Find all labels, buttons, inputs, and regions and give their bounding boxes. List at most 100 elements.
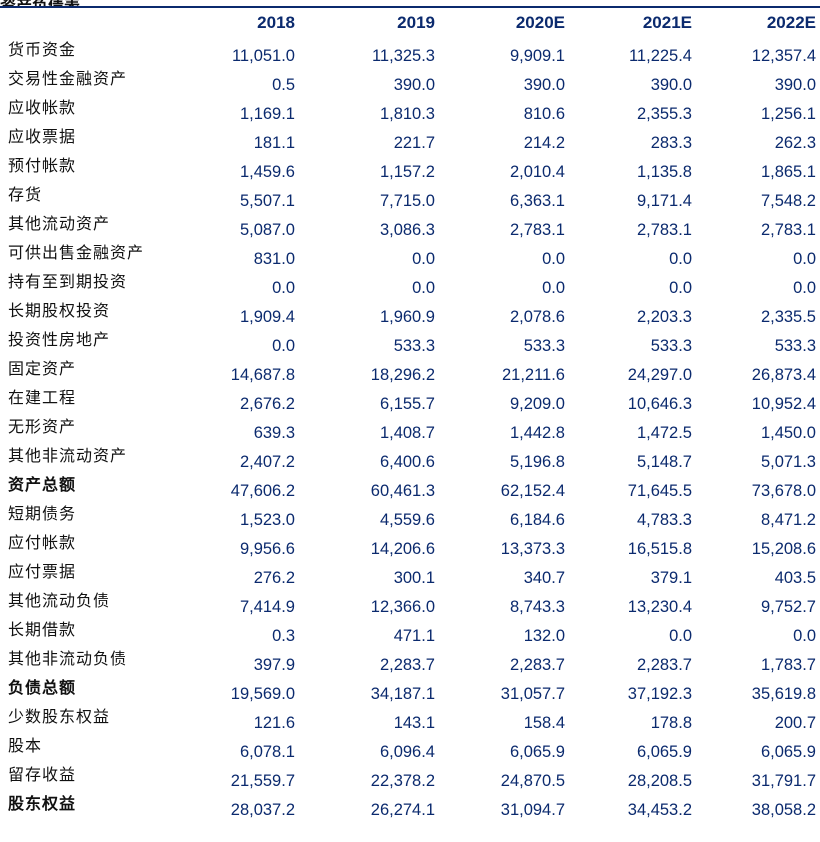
cell-value: 9,909.1 (509, 47, 565, 65)
cell-value: 6,065.9 (509, 743, 565, 761)
cell-value: 1,408.7 (379, 424, 435, 442)
cell-value: 340.7 (523, 569, 565, 587)
column-header-2019: 2019 (397, 13, 435, 32)
table-row: 交易性金融资产 0.5 390.0 390.0 390.0 390.0 (0, 69, 820, 98)
column-header-2020e: 2020E (515, 13, 565, 32)
row-label: 短期债务 (8, 504, 77, 523)
cell-value: 810.6 (523, 105, 565, 123)
cell-value: 2,203.3 (636, 308, 692, 326)
cell-value: 62,152.4 (500, 482, 565, 500)
table-row: 应收帐款 1,169.1 1,810.3 810.6 2,355.3 1,256.1 (0, 98, 820, 127)
cell-value: 390.0 (523, 76, 565, 94)
cell-value: 5,071.3 (760, 453, 816, 471)
cell-value: 31,094.7 (500, 801, 565, 819)
row-label: 无形资产 (8, 417, 77, 436)
cell-value: 1,472.5 (636, 424, 692, 442)
row-label: 少数股东权益 (8, 707, 111, 726)
cell-value: 221.7 (393, 134, 435, 152)
cell-value: 12,366.0 (370, 598, 435, 616)
table-row: 负债总额 19,569.0 34,187.1 31,057.7 37,192.3 35,6… (0, 678, 820, 707)
cell-value: 6,155.7 (379, 395, 435, 413)
table-row: 股本 6,078.1 6,096.4 6,065.9 6,065.9 6,065.9 (0, 736, 820, 765)
cell-value: 0.3 (272, 627, 295, 645)
table-row: 资产总额 47,606.2 60,461.3 62,152.4 71,645.5 73,6… (0, 475, 820, 504)
cell-value: 5,196.8 (509, 453, 565, 471)
cell-value: 8,471.2 (760, 511, 816, 529)
row-label: 股东权益 (8, 794, 77, 813)
cell-value: 1,450.0 (760, 424, 816, 442)
cell-value: 2,355.3 (636, 105, 692, 123)
cell-value: 6,096.4 (379, 743, 435, 761)
table-row: 其他流动资产 5,087.0 3,086.3 2,783.1 2,783.1 2,783.… (0, 214, 820, 243)
cell-value: 0.0 (272, 337, 295, 355)
cell-value: 2,283.7 (379, 656, 435, 674)
table-row: 预付帐款 1,459.6 1,157.2 2,010.4 1,135.8 1,865.1 (0, 156, 820, 185)
row-label: 在建工程 (8, 388, 77, 407)
cell-value: 2,335.5 (760, 308, 816, 326)
table-row: 其他流动负债 7,414.9 12,366.0 8,743.3 13,230.4 9,75… (0, 591, 820, 620)
table-title-text: 资产负债表 (0, 0, 80, 6)
cell-value: 12,357.4 (751, 47, 816, 65)
cell-value: 21,559.7 (230, 772, 295, 790)
cell-value: 47,606.2 (230, 482, 295, 500)
row-label: 股本 (8, 736, 43, 755)
cell-value: 34,453.2 (627, 801, 692, 819)
cell-value: 2,407.2 (239, 453, 295, 471)
cell-value: 639.3 (253, 424, 295, 442)
cell-value: 200.7 (774, 714, 816, 732)
cell-value: 262.3 (774, 134, 816, 152)
cell-value: 1,865.1 (760, 163, 816, 181)
cell-value: 533.3 (393, 337, 435, 355)
cell-value: 0.0 (272, 279, 295, 297)
cell-value: 71,645.5 (627, 482, 692, 500)
row-label: 其他非流动资产 (8, 446, 128, 465)
cell-value: 1,810.3 (379, 105, 435, 123)
cell-value: 6,400.6 (379, 453, 435, 471)
cell-value: 73,678.0 (751, 482, 816, 500)
cell-value: 2,676.2 (239, 395, 295, 413)
cell-value: 11,051.0 (231, 47, 295, 65)
cell-value: 7,548.2 (760, 192, 816, 210)
cell-value: 14,687.8 (230, 366, 295, 384)
row-label: 其他流动资产 (8, 214, 111, 233)
cell-value: 0.0 (793, 627, 816, 645)
cell-value: 31,057.7 (500, 685, 565, 703)
cell-value: 0.0 (793, 279, 816, 297)
cell-value: 60,461.3 (370, 482, 435, 500)
cell-value: 0.0 (542, 250, 565, 268)
cell-value: 1,960.9 (379, 308, 435, 326)
cell-value: 26,873.4 (751, 366, 816, 384)
table-header: 2018 2019 2020E 2021E 2022E (0, 10, 820, 40)
cell-value: 5,507.1 (239, 192, 295, 210)
table-row: 长期股权投资 1,909.4 1,960.9 2,078.6 2,203.3 2,335.… (0, 301, 820, 330)
row-label: 负债总额 (8, 678, 77, 697)
cell-value: 34,187.1 (370, 685, 435, 703)
row-label: 可供出售金融资产 (8, 243, 145, 262)
cell-value: 9,171.4 (636, 192, 692, 210)
table-row: 存货 5,507.1 7,715.0 6,363.1 9,171.4 7,548.2 (0, 185, 820, 214)
cell-value: 390.0 (650, 76, 692, 94)
cell-value: 1,256.1 (760, 105, 816, 123)
cell-value: 16,515.8 (627, 540, 692, 558)
row-label: 长期股权投资 (8, 301, 111, 320)
table-row: 短期债务 1,523.0 4,559.6 6,184.6 4,783.3 8,471.2 (0, 504, 820, 533)
cell-value: 9,956.6 (239, 540, 295, 558)
cell-value: 0.0 (793, 250, 816, 268)
cell-value: 1,523.0 (239, 511, 295, 529)
row-label: 投资性房地产 (8, 330, 111, 349)
cell-value: 471.1 (393, 627, 435, 645)
table-row: 投资性房地产 0.0 533.3 533.3 533.3 533.3 (0, 330, 820, 359)
cell-value: 22,378.2 (370, 772, 435, 790)
cell-value: 6,065.9 (760, 743, 816, 761)
cell-value: 2,283.7 (636, 656, 692, 674)
cell-value: 214.2 (523, 134, 565, 152)
cell-value: 9,209.0 (509, 395, 565, 413)
row-label: 固定资产 (8, 359, 77, 378)
cell-value: 13,373.3 (500, 540, 565, 558)
cell-value: 2,783.1 (509, 221, 565, 239)
cell-value: 283.3 (650, 134, 692, 152)
cell-value: 24,297.0 (627, 366, 692, 384)
cell-value: 143.1 (393, 714, 435, 732)
cell-value: 4,559.6 (379, 511, 435, 529)
cell-value: 10,952.4 (751, 395, 816, 413)
